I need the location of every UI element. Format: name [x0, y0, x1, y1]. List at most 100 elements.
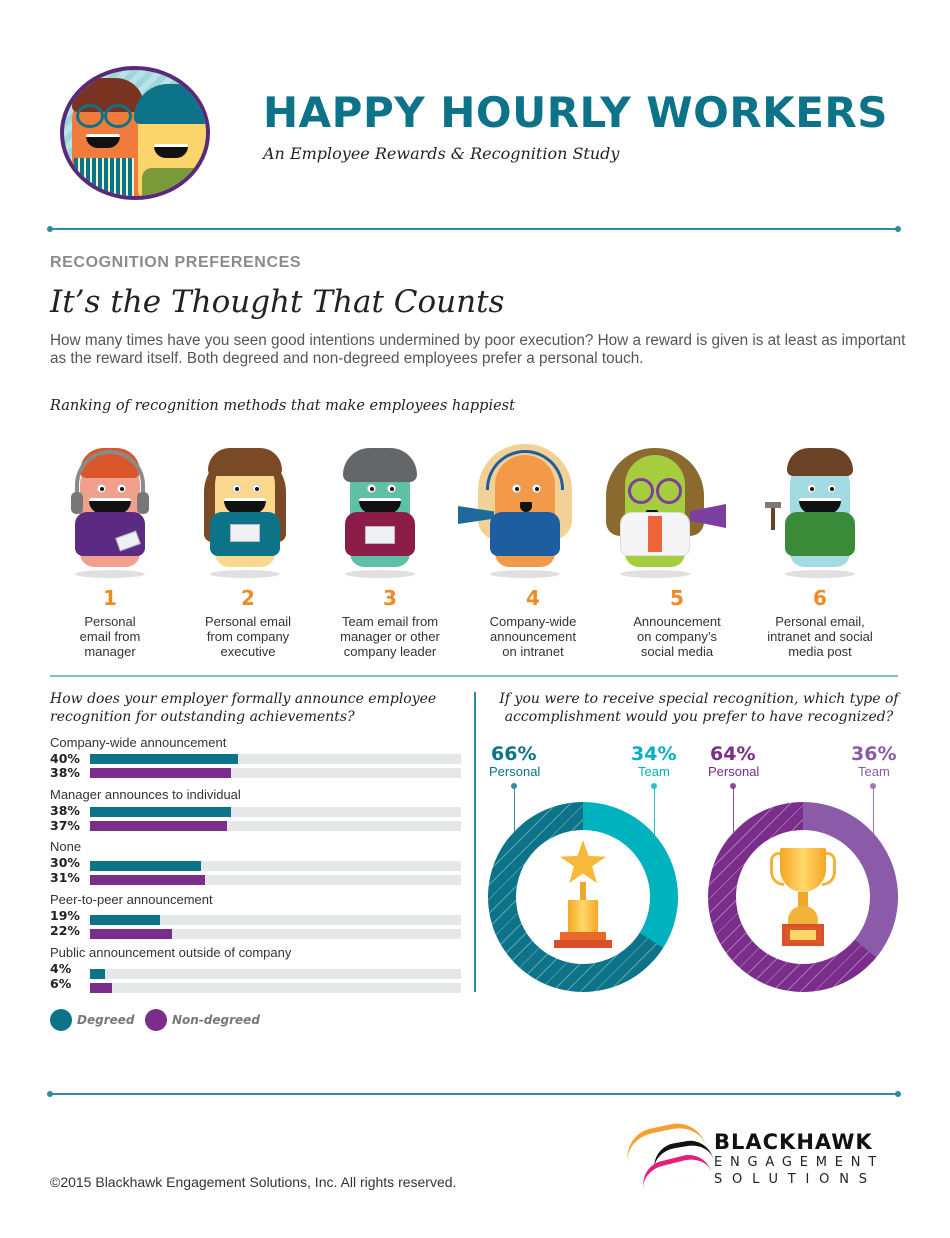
hammer-icon: [771, 504, 775, 530]
legend-non-degreed-label: Non-degreed: [172, 1013, 260, 1027]
green-shirt-icon: [142, 168, 204, 196]
footer-divider: [47, 1091, 901, 1097]
glasses-icon: [76, 104, 104, 128]
bar-value-non-degreed: 6%: [50, 976, 72, 991]
rank-5-label: Announcement on company’s social media: [633, 614, 721, 659]
logo-line-2: ENGAGEMENT: [714, 1155, 885, 1170]
rank-5-number: 5: [670, 586, 684, 610]
pin-line: [654, 786, 655, 856]
bar-value-non-degreed: 22%: [50, 923, 80, 938]
bar-track: [90, 915, 461, 925]
donut1-personal-label: Personal: [489, 764, 541, 779]
logo-line-3: SOLUTIONS: [714, 1172, 877, 1187]
bar-chart: Company-wide announcement 40% 38% Manage…: [50, 735, 462, 1000]
blackhawk-logo: BLACKHAWK ENGAGEMENT SOLUTIONS: [621, 1118, 902, 1191]
bar-track: [90, 861, 461, 871]
rank-2-label: Personal email from company executive: [205, 614, 291, 659]
bar-track: [90, 807, 461, 817]
rank-4-label: Company-wide announcement on intranet: [489, 614, 577, 659]
glasses-icon: [104, 104, 132, 128]
character-3-team-leader-icon: [325, 440, 435, 580]
rank-2-number: 2: [241, 586, 255, 610]
pin-line: [514, 786, 515, 856]
glasses-icon: [656, 478, 682, 504]
bar-category-label: Manager announces to individual: [50, 787, 241, 802]
donut1-team-value: 34%: [631, 743, 677, 765]
bar-degreed: [90, 969, 105, 979]
envelope-icon: [230, 524, 260, 542]
character-2-executive-icon: [190, 440, 300, 580]
rank-4-number: 4: [526, 586, 540, 610]
mouth-icon: [154, 144, 188, 158]
teal-hair-icon: [134, 84, 206, 124]
hero-illustration: [60, 66, 210, 200]
bar-track: [90, 754, 461, 764]
pin-line: [733, 786, 734, 856]
legend-degreed-label: Degreed: [77, 1013, 135, 1027]
bar-chart-title: How does your employer formally announce…: [50, 691, 437, 725]
ranking-title: Ranking of recognition methods that make…: [50, 398, 515, 414]
donut-chart-non-degreed: [708, 802, 898, 992]
mid-divider: [50, 675, 898, 677]
bar-track: [90, 983, 461, 993]
copyright-text: ©2015 Blackhawk Engagement Solutions, In…: [50, 1174, 457, 1190]
glasses-icon: [628, 478, 654, 504]
legend-non-degreed-swatch: [145, 1009, 167, 1031]
bar-track: [90, 969, 461, 979]
bar-degreed: [90, 754, 239, 764]
rank-6-number: 6: [813, 586, 827, 610]
bar-track: [90, 768, 461, 778]
rank-3-label: Team email from manager or other company l…: [340, 614, 440, 659]
logo-line-1: BLACKHAWK: [714, 1130, 873, 1154]
header-divider: [47, 226, 901, 232]
star-trophy-icon: [554, 840, 612, 952]
envelope-icon: [365, 526, 395, 544]
mouth-icon: [86, 134, 120, 148]
bar-value-degreed: 38%: [50, 803, 80, 818]
bar-degreed: [90, 807, 231, 817]
rank-1-label: Personal email from manager: [79, 614, 141, 659]
bar-degreed: [90, 861, 202, 871]
bar-value-degreed: 4%: [50, 961, 72, 976]
legend-degreed-swatch: [50, 1009, 72, 1031]
bar-category-label: Company-wide announcement: [50, 735, 227, 750]
bar-category-label: Public announcement outside of company: [50, 945, 292, 960]
cup-trophy-icon: [768, 848, 838, 948]
donut2-personal-label: Personal: [708, 764, 760, 779]
bar-non-degreed: [90, 929, 172, 939]
bar-non-degreed: [90, 821, 228, 831]
donut-chart-title: If you were to receive special recogniti…: [499, 691, 899, 725]
bar-value-degreed: 19%: [50, 908, 80, 923]
bar-value-degreed: 40%: [50, 751, 80, 766]
bar-non-degreed: [90, 768, 231, 778]
bar-non-degreed: [90, 983, 113, 993]
donut2-team-value: 36%: [851, 743, 897, 765]
striped-shirt-icon: [74, 158, 134, 196]
character-1-headset-icon: [55, 440, 165, 580]
bar-value-non-degreed: 38%: [50, 765, 80, 780]
character-6-handyman-icon: [765, 440, 875, 580]
bar-value-non-degreed: 37%: [50, 818, 80, 833]
bar-degreed: [90, 915, 161, 925]
bar-track: [90, 875, 461, 885]
subtitle: An Employee Rewards & Recognition Study: [263, 144, 620, 163]
bar-value-non-degreed: 31%: [50, 870, 80, 885]
donut1-personal-value: 66%: [491, 743, 537, 765]
pin-line: [873, 786, 874, 856]
vertical-divider: [474, 692, 476, 992]
section-label: RECOGNITION PREFERENCES: [50, 254, 302, 271]
bar-non-degreed: [90, 875, 205, 885]
rank-1-number: 1: [103, 586, 117, 610]
intro-paragraph: How many times have you seen good intent…: [50, 332, 906, 367]
section-title: It’s the Thought That Counts: [50, 284, 505, 320]
donut2-team-label: Team: [858, 764, 890, 779]
bar-category-label: Peer-to-peer announcement: [50, 892, 213, 907]
main-title: HAPPY HOURLY WORKERS: [263, 88, 889, 137]
bar-category-label: None: [50, 839, 82, 854]
donut-chart-degreed: [488, 802, 678, 992]
bar-track: [90, 821, 461, 831]
donut1-team-label: Team: [638, 764, 670, 779]
character-4-megaphone-icon: [458, 440, 580, 580]
megaphone-icon: [458, 506, 494, 524]
rank-3-number: 3: [383, 586, 397, 610]
